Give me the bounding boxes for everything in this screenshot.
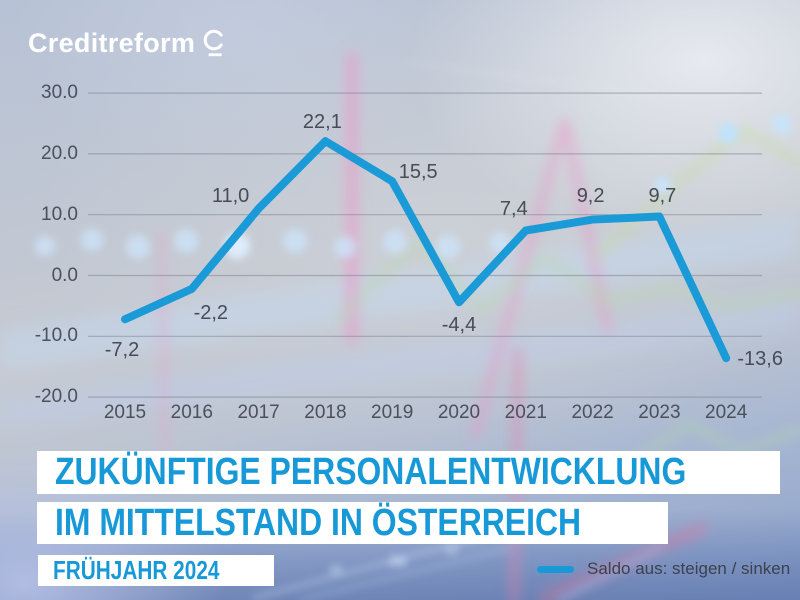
data-line-saldo — [121, 137, 731, 363]
value-label-2017: 11,0 — [211, 184, 250, 207]
legend: Saldo aus: steigen / sinken — [537, 557, 790, 581]
legend-label: Saldo aus: steigen / sinken — [587, 559, 791, 578]
subtitle-season: FRÜHJAHR 2024 — [53, 555, 220, 585]
x-tick-label-2021: 2021 — [504, 402, 547, 423]
x-tick-label-2016: 2016 — [170, 402, 213, 423]
x-tick-label-2018: 2018 — [304, 402, 347, 423]
x-tick-label-2023: 2023 — [638, 402, 681, 423]
value-label-2024: -13,6 — [737, 348, 783, 371]
x-tick-label-2020: 2020 — [437, 402, 481, 423]
creditreform-c-icon — [202, 29, 227, 65]
x-tick-label-2019: 2019 — [371, 402, 414, 423]
title-line1: ZUKÜNFTIGE PERSONALENTWICKLUNG — [55, 451, 687, 493]
value-label-2016: -2,2 — [193, 301, 229, 324]
y-tick-label: -10.0 — [34, 325, 78, 347]
title-box-line1: ZUKÜNFTIGE PERSONALENTWICKLUNG — [37, 451, 780, 494]
y-tick-label: 20.0 — [41, 142, 78, 164]
y-tick-label: -20.0 — [34, 386, 78, 408]
y-tick-label: 0.0 — [51, 264, 78, 286]
x-tick-label-2015: 2015 — [103, 402, 147, 423]
creditreform-logo: Creditreform — [28, 28, 227, 65]
value-label-2019: 15,5 — [398, 161, 438, 184]
value-label-2023: 9,7 — [648, 184, 677, 207]
value-label-2015: -7,2 — [104, 339, 140, 362]
title-box-line2: IM MITTELSTAND IN ÖSTERREICH — [37, 502, 668, 544]
y-tick-label: 30.0 — [41, 82, 78, 104]
title-line2: IM MITTELSTAND IN ÖSTERREICH — [55, 502, 582, 544]
value-label-2022: 9,2 — [576, 184, 605, 207]
subtitle-box: FRÜHJAHR 2024 — [38, 555, 274, 586]
legend-line-swatch — [537, 565, 574, 573]
x-tick-label-2024: 2024 — [705, 402, 748, 423]
y-tick-label: 10.0 — [41, 203, 78, 225]
x-tick-label-2017: 2017 — [237, 402, 280, 423]
value-label-2020: -4,4 — [441, 314, 477, 337]
logo-text: Creditreform — [28, 28, 196, 58]
value-label-2018: 22,1 — [302, 111, 342, 134]
x-tick-label-2022: 2022 — [571, 402, 614, 423]
value-label-2021: 7,4 — [499, 197, 528, 220]
